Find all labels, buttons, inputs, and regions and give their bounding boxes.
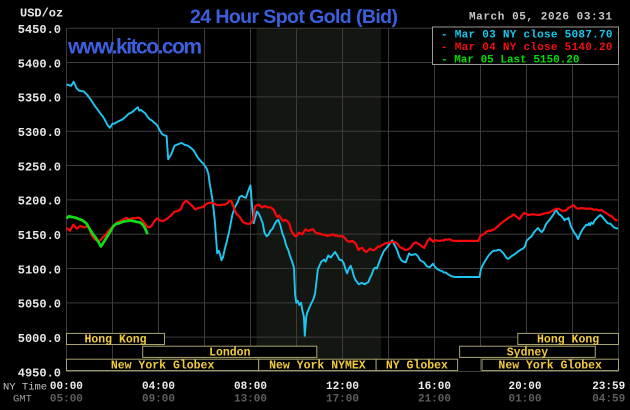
- svg-text:March 05, 2026 03:31: March 05, 2026 03:31: [469, 12, 612, 24]
- svg-text:04:59: 04:59: [592, 394, 625, 406]
- svg-text:5200.0: 5200.0: [18, 195, 61, 209]
- svg-text:Sydney: Sydney: [507, 346, 549, 359]
- svg-text:00:00: 00:00: [50, 381, 83, 393]
- svg-text:London: London: [209, 346, 251, 359]
- svg-text:21:00: 21:00: [418, 394, 451, 406]
- svg-text:GMT: GMT: [13, 394, 32, 406]
- svg-text:5450.0: 5450.0: [18, 23, 61, 37]
- svg-text:09:00: 09:00: [142, 394, 175, 406]
- svg-text:New York NYMEX: New York NYMEX: [269, 359, 366, 372]
- svg-text:New York Globex: New York Globex: [111, 359, 215, 372]
- svg-text:5250.0: 5250.0: [18, 160, 61, 174]
- svg-text:05:00: 05:00: [50, 394, 83, 406]
- svg-text:04:00: 04:00: [142, 381, 175, 393]
- svg-text:08:00: 08:00: [234, 381, 267, 393]
- svg-text:24 Hour Spot Gold (Bid): 24 Hour Spot Gold (Bid): [190, 6, 398, 28]
- svg-text:USD/oz: USD/oz: [20, 7, 63, 21]
- svg-text:NY Time: NY Time: [3, 382, 47, 394]
- svg-text:17:00: 17:00: [326, 394, 359, 406]
- svg-text:5300.0: 5300.0: [18, 126, 61, 140]
- svg-text:New York Globex: New York Globex: [498, 359, 602, 372]
- svg-text:5400.0: 5400.0: [18, 57, 61, 71]
- svg-text:4950.0: 4950.0: [18, 366, 61, 380]
- svg-text:20:00: 20:00: [508, 381, 541, 393]
- svg-text:- Mar 05 Last 5150.20: - Mar 05 Last 5150.20: [441, 54, 580, 66]
- svg-text:Hong Kong: Hong Kong: [84, 333, 146, 346]
- svg-text:5000.0: 5000.0: [18, 332, 61, 346]
- svg-text:5100.0: 5100.0: [18, 263, 61, 277]
- svg-text:5150.0: 5150.0: [18, 229, 61, 243]
- svg-text:5050.0: 5050.0: [18, 298, 61, 312]
- svg-text:- Mar 03 NY close 5087.70: - Mar 03 NY close 5087.70: [441, 29, 613, 41]
- svg-text:Hong Kong: Hong Kong: [537, 333, 599, 346]
- svg-text:16:00: 16:00: [418, 381, 451, 393]
- svg-text:NY Globex: NY Globex: [386, 359, 448, 372]
- svg-text:5350.0: 5350.0: [18, 92, 61, 106]
- svg-text:www.kitco.com: www.kitco.com: [67, 36, 202, 59]
- svg-text:01:00: 01:00: [508, 394, 541, 406]
- svg-text:- Mar 04 NY close 5140.20: - Mar 04 NY close 5140.20: [441, 42, 613, 54]
- svg-text:23:59: 23:59: [592, 381, 625, 393]
- svg-text:12:00: 12:00: [326, 381, 359, 393]
- svg-text:13:00: 13:00: [234, 394, 267, 406]
